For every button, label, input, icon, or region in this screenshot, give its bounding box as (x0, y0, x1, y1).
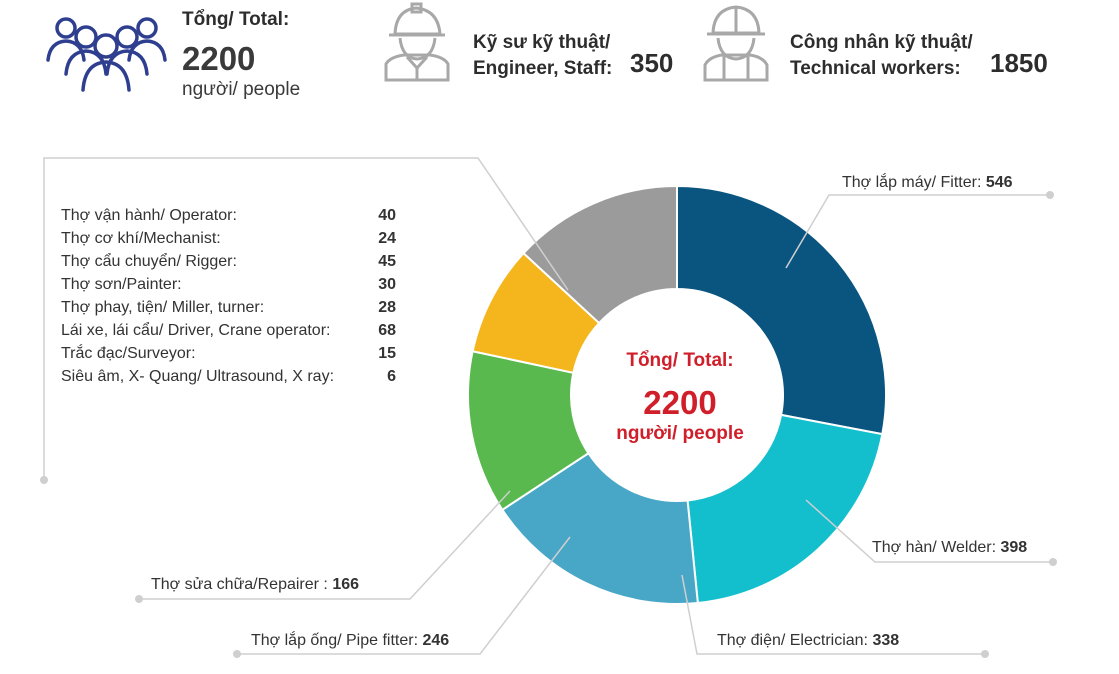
leader-line (785, 194, 1050, 269)
others-list-item: Thợ phay, tiện/ Miller, turner: 28 (61, 296, 396, 319)
others-item-value: 30 (378, 276, 396, 293)
others-item-label: Trắc đạc/Surveyor: (61, 345, 196, 362)
center-unit: người/ people (616, 423, 744, 444)
leader-dot (1046, 191, 1054, 199)
engineer-label: Kỹ sư kỹ thuật/ Engineer, Staff: (473, 30, 612, 82)
total-value: 2200 (182, 40, 256, 77)
donut-slice (500, 451, 699, 605)
others-item-label: Thợ phay, tiện/ Miller, turner: (61, 299, 265, 316)
others-item-value: 28 (378, 299, 396, 316)
others-item-value: 40 (378, 207, 396, 224)
callout-pipe-fitter: Thợ lắp ống/ Pipe fitter: 246 (251, 632, 449, 650)
callout-label: Thợ hàn/ Welder: (872, 539, 1001, 556)
total-unit: người/ people (182, 79, 301, 100)
others-item-label: Siêu âm, X- Quang/ Ultrasound, X ray: (61, 368, 335, 385)
others-item-label: Thợ cơ khí/Mechanist: (61, 230, 221, 247)
center-value: 2200 (643, 384, 717, 421)
others-item-label: Thợ cẩu chuyển/ Rigger: (61, 253, 237, 270)
donut-slice (686, 413, 884, 605)
engineer-value: 350 (630, 48, 674, 78)
leader-line (681, 574, 985, 655)
leader-line (43, 157, 569, 480)
total-title: Tổng/ Total: (182, 9, 290, 30)
donut-slice (676, 184, 887, 436)
others-breakdown-list: Thợ vận hành/ Operator: 40 Thợ cơ khí/Mech… (61, 204, 396, 388)
others-item-label: Thợ sơn/Painter: (61, 276, 182, 293)
callout-welder: Thợ hàn/ Welder: 398 (872, 539, 1027, 557)
callout-value: 166 (332, 576, 360, 593)
callout-electrician: Thợ điện/ Electrician: 338 (717, 632, 899, 650)
leader-dot (40, 476, 48, 484)
callout-label: Thợ lắp ống/ Pipe fitter: (251, 632, 423, 649)
others-item-value: 24 (378, 230, 396, 247)
others-item-value: 6 (387, 368, 396, 385)
others-item-value: 15 (378, 345, 396, 362)
others-list-item: Siêu âm, X- Quang/ Ultrasound, X ray: 6 (61, 365, 396, 388)
others-item-label: Thợ vận hành/ Operator: (61, 207, 237, 224)
others-list-item: Trắc đạc/Surveyor: 15 (61, 342, 396, 365)
others-list-item: Thợ sơn/Painter: 30 (61, 273, 396, 296)
callout-repairer: Thợ sửa chữa/Repairer : 166 (151, 576, 359, 594)
callout-value: 398 (1000, 539, 1028, 556)
others-list-item: Thợ vận hành/ Operator: 40 (61, 204, 396, 227)
callout-label: Thợ sửa chữa/Repairer : (151, 576, 333, 593)
leader-line (805, 499, 1053, 563)
worker-value: 1850 (990, 48, 1048, 78)
others-list-item: Thợ cẩu chuyển/ Rigger: 45 (61, 250, 396, 273)
center-title: Tổng/ Total: (626, 350, 734, 371)
leader-line (139, 490, 511, 600)
others-item-label: Lái xe, lái cẩu/ Driver, Crane operator: (61, 322, 331, 339)
callout-value: 246 (422, 632, 450, 649)
leader-dot (1049, 558, 1057, 566)
others-item-value: 45 (378, 253, 396, 270)
others-item-value: 68 (378, 322, 396, 339)
leader-line (237, 536, 571, 655)
engineer-label-line2: Engineer, Staff: (473, 58, 613, 79)
worker-label: Công nhân kỹ thuật/ Technical workers: (790, 30, 973, 82)
others-list-item: Lái xe, lái cẩu/ Driver, Crane operator:… (61, 319, 396, 342)
callout-label: Thợ lắp máy/ Fitter: (842, 174, 986, 191)
leader-dot (135, 595, 143, 603)
leader-dot (233, 650, 241, 658)
engineer-label-line1: Kỹ sư kỹ thuật/ (473, 32, 611, 53)
callout-fitter: Thợ lắp máy/ Fitter: 546 (842, 174, 1013, 192)
donut-slice (522, 184, 678, 325)
worker-label-line1: Công nhân kỹ thuật/ (790, 32, 973, 53)
others-list-item: Thợ cơ khí/Mechanist: 24 (61, 227, 396, 250)
callout-label: Thợ điện/ Electrician: (717, 632, 873, 649)
callout-value: 546 (985, 174, 1013, 191)
leader-dot (981, 650, 989, 658)
worker-label-line2: Technical workers: (790, 58, 961, 79)
callout-value: 338 (872, 632, 900, 649)
